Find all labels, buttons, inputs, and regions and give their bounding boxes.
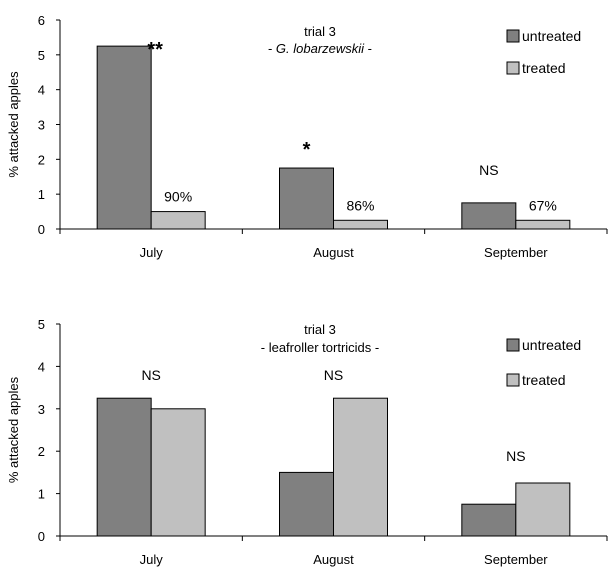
subtitle-prefix: - [268, 41, 276, 56]
y-tick-label: 4 [38, 83, 45, 98]
bar-untreated [96, 45, 152, 230]
legend-swatch-untreated [506, 338, 520, 352]
bar-treated [515, 219, 571, 230]
bar-treated [150, 211, 206, 230]
significance-label: NS [324, 367, 343, 383]
subtitle-suffix: - [364, 41, 372, 56]
chart-subtitle: - leafroller tortricids - [261, 340, 379, 355]
bar-untreated [461, 503, 517, 537]
legend-swatch-untreated [506, 29, 520, 43]
y-tick-label: 4 [38, 359, 45, 374]
y-axis-label: % attacked apples [6, 376, 21, 483]
y-tick-label: 5 [38, 317, 45, 332]
bar-treated [515, 482, 571, 537]
significance-label: * [303, 139, 311, 161]
efficacy-label: 90% [164, 189, 192, 205]
bar-untreated [279, 471, 334, 537]
y-axis-label: % attacked apples [6, 71, 21, 178]
y-tick-label: 5 [38, 48, 45, 63]
y-tick-label: 1 [38, 487, 45, 502]
bar-treated [150, 408, 206, 537]
chart-1: 0 1 2 3 4 5 6 % attacked apples July ** 90% August *… [6, 13, 608, 260]
legend-label-treated: treated [522, 372, 566, 388]
y-tick-label: 2 [38, 152, 45, 167]
legend-swatch-treated [506, 61, 520, 75]
significance-label: NS [141, 367, 160, 383]
significance-label: NS [479, 162, 498, 178]
bar-treated [333, 219, 388, 230]
x-tick-label: July [140, 245, 164, 260]
x-tick-label: July [140, 552, 164, 567]
y-tick-label: 3 [38, 402, 45, 417]
y-tick-label: 0 [38, 529, 45, 544]
y-tick-label: 1 [38, 187, 45, 202]
x-tick-label: August [313, 245, 354, 260]
chart-title: trial 3 [304, 24, 336, 39]
significance-label: NS [506, 448, 525, 464]
subtitle-species: G. lobarzewskii [276, 41, 365, 56]
significance-label: ** [147, 39, 163, 61]
bar-treated [333, 397, 388, 537]
bar-untreated [461, 202, 517, 230]
efficacy-label: 86% [346, 197, 374, 213]
bar-untreated [279, 167, 334, 230]
y-tick-label: 2 [38, 444, 45, 459]
legend-label-untreated: untreated [522, 28, 581, 44]
chart-2: 0 1 2 3 4 5 % attacked apples July NS August NS Sep… [6, 317, 608, 567]
legend-swatch-treated [506, 373, 520, 387]
x-tick-label: August [313, 552, 354, 567]
x-tick-label: September [484, 552, 548, 567]
chart-subtitle: - G. lobarzewskii - [268, 41, 372, 56]
chart-title: trial 3 [304, 322, 336, 337]
y-tick-label: 6 [38, 13, 45, 28]
x-tick-label: September [484, 245, 548, 260]
y-tick-label: 3 [38, 118, 45, 133]
y-tick-label: 0 [38, 222, 45, 237]
legend-label-treated: treated [522, 60, 566, 76]
legend-label-untreated: untreated [522, 337, 581, 353]
bar-untreated [96, 397, 152, 537]
efficacy-label: 67% [529, 197, 557, 213]
